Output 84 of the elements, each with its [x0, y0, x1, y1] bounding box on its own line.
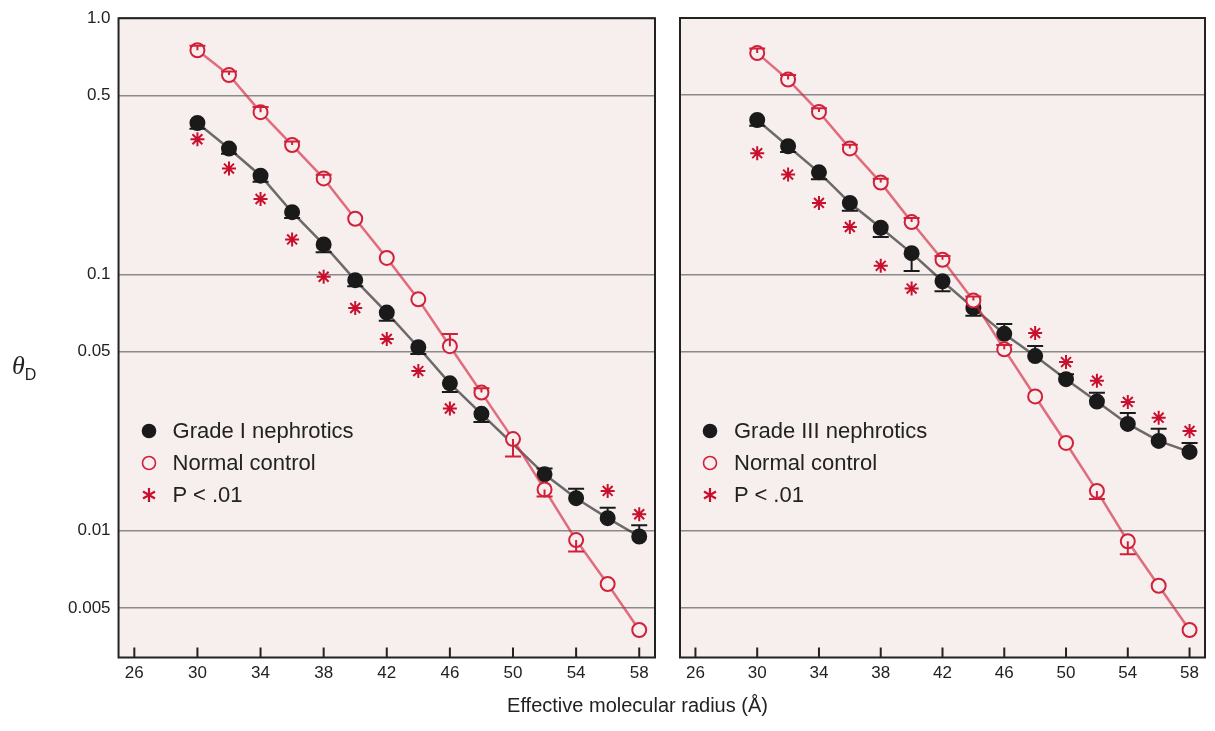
y-tick-label: 0.5 — [86, 85, 111, 105]
legend-label: Grade III nephrotics — [734, 416, 928, 445]
point — [1119, 393, 1136, 410]
point — [749, 145, 766, 162]
point — [473, 405, 490, 422]
point — [1027, 325, 1044, 342]
point — [441, 400, 458, 417]
point — [1088, 393, 1105, 410]
point — [284, 231, 301, 248]
point — [1181, 622, 1198, 639]
point — [1058, 354, 1075, 371]
point — [252, 191, 269, 208]
point — [568, 490, 585, 507]
point — [441, 375, 458, 392]
point — [1150, 409, 1167, 426]
x-tick-label: 54 — [1118, 663, 1138, 683]
point — [220, 160, 237, 177]
x-tick-label: 58 — [629, 663, 649, 683]
x-tick-label: 30 — [747, 663, 767, 683]
legend-label: Grade I nephrotics — [172, 416, 354, 445]
point — [1181, 422, 1198, 439]
point — [347, 210, 364, 227]
point — [841, 194, 858, 211]
point — [441, 338, 458, 355]
point — [872, 257, 889, 274]
y-tick-label: 0.01 — [77, 520, 111, 540]
point — [1150, 432, 1167, 449]
y-tick-label: 1.0 — [86, 7, 111, 27]
point — [1027, 388, 1044, 405]
x-tick-label: 46 — [440, 663, 460, 683]
point — [841, 219, 858, 236]
point — [631, 506, 648, 523]
x-tick-label: 26 — [685, 663, 705, 683]
point — [378, 304, 395, 321]
point — [631, 622, 648, 639]
point — [1119, 415, 1136, 432]
point — [599, 482, 616, 499]
legend-label: P < .01 — [734, 480, 804, 509]
point — [934, 273, 951, 290]
point — [1088, 372, 1105, 389]
point — [347, 300, 364, 316]
x-tick-label: 38 — [314, 663, 334, 683]
point — [599, 510, 616, 527]
point — [996, 325, 1013, 342]
point — [872, 219, 889, 236]
x-tick-label: 54 — [566, 663, 586, 683]
point — [903, 280, 920, 297]
y-tick-label: 0.05 — [77, 341, 111, 361]
x-tick-label: 26 — [124, 663, 144, 683]
x-axis-title: Effective molecular radius (Å) — [506, 694, 769, 717]
x-tick-label: 50 — [503, 663, 523, 683]
point — [315, 268, 332, 285]
y-tick-label: 0.1 — [86, 264, 111, 284]
point — [1119, 533, 1136, 550]
point — [378, 249, 395, 266]
point — [410, 363, 427, 380]
point — [1058, 434, 1075, 451]
legend-label: Normal control — [734, 448, 878, 477]
x-tick-label: 34 — [809, 663, 829, 683]
legend-label: P < .01 — [172, 480, 243, 509]
point — [505, 431, 521, 448]
point — [1027, 348, 1044, 365]
x-tick-label: 34 — [251, 663, 271, 683]
legend-label: Normal control — [172, 448, 316, 477]
x-tick-label: 42 — [933, 663, 952, 683]
x-tick-label: 42 — [377, 663, 397, 683]
x-tick-label: 30 — [187, 663, 207, 683]
point — [810, 194, 827, 211]
x-tick-label: 50 — [1056, 663, 1076, 683]
x-tick-label: 46 — [994, 663, 1014, 683]
point — [410, 291, 427, 308]
point — [1150, 577, 1167, 594]
y-tick-label: 0.005 — [67, 597, 111, 617]
point — [631, 528, 648, 545]
point — [189, 131, 206, 148]
x-tick-label: 58 — [1180, 663, 1200, 683]
point — [568, 532, 585, 549]
y-axis-title: θ$_{D}$ — [12, 350, 37, 384]
point — [378, 331, 395, 348]
point — [903, 245, 920, 262]
point — [1088, 482, 1105, 499]
point — [780, 166, 797, 183]
x-tick-label: 38 — [871, 663, 891, 683]
point — [599, 575, 616, 592]
